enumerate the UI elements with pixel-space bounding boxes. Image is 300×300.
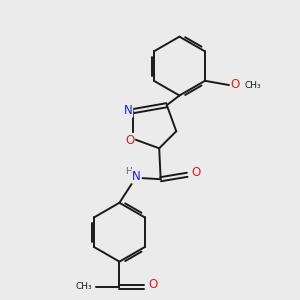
Text: O: O bbox=[125, 134, 134, 147]
Text: CH₃: CH₃ bbox=[76, 282, 92, 291]
Text: N: N bbox=[132, 170, 141, 183]
Text: H: H bbox=[125, 167, 132, 176]
Text: O: O bbox=[149, 278, 158, 291]
Text: O: O bbox=[191, 166, 201, 179]
Text: CH₃: CH₃ bbox=[244, 81, 261, 90]
Text: O: O bbox=[231, 78, 240, 91]
Text: N: N bbox=[124, 104, 132, 117]
